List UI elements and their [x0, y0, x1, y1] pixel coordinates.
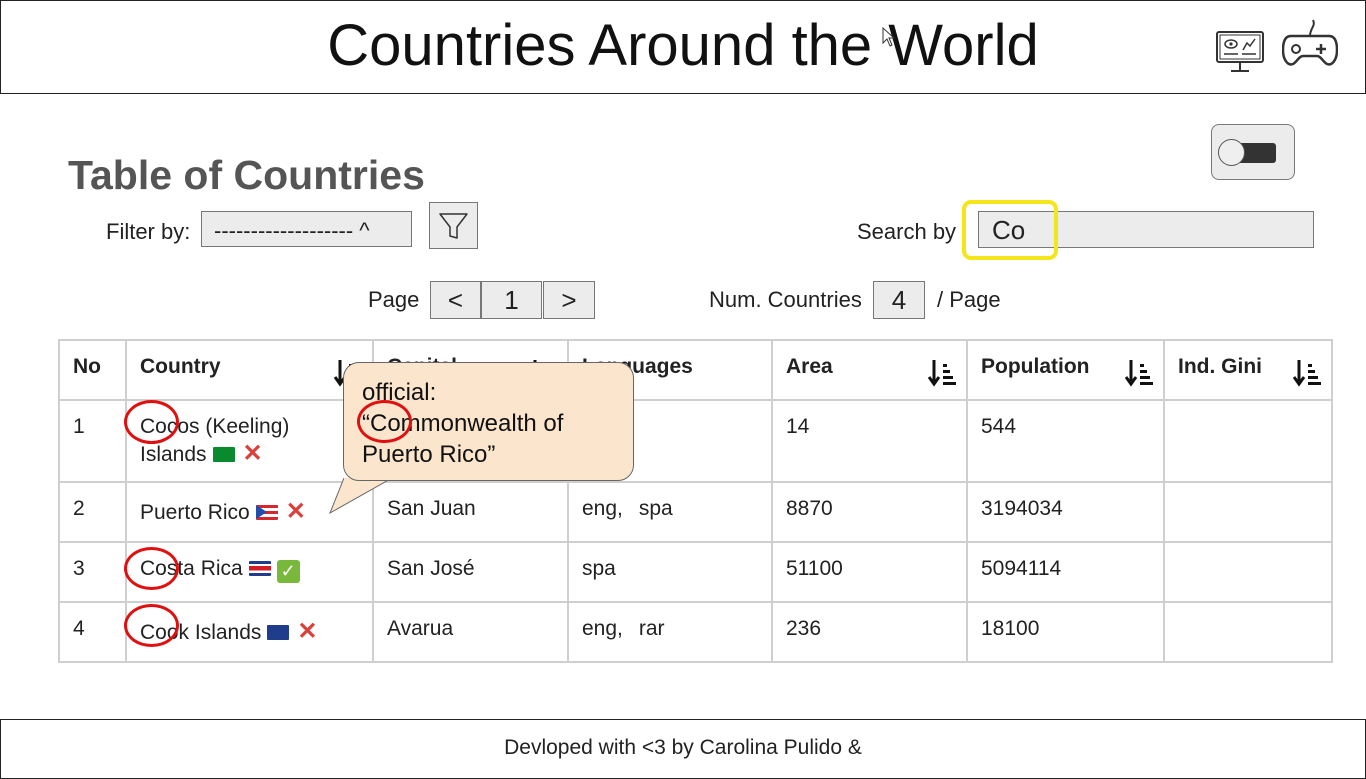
gamepad-icon[interactable] [1282, 18, 1338, 68]
header-label: No [73, 355, 101, 378]
page-label: Page [368, 287, 420, 312]
table-header-row: No Country Capital Languages Area Popula… [58, 339, 1333, 401]
flag-puerto-rico-icon [255, 505, 278, 520]
search-highlight-annotation [962, 200, 1058, 260]
filter-button[interactable] [429, 202, 478, 249]
flag-cook-islands-icon [267, 625, 290, 640]
cell-population: 18100 [966, 601, 1165, 663]
num-countries-input[interactable]: 4 [873, 281, 925, 319]
cell-area: 51100 [771, 541, 968, 603]
cell-languages: eng, spa [567, 481, 773, 543]
not-independent-icon: ✕ [285, 498, 306, 525]
flag-costa-rica-icon [248, 561, 271, 576]
sort-descending-icon[interactable] [928, 358, 956, 388]
independent-check-icon: ✓ [276, 560, 300, 583]
cell-gini [1163, 601, 1333, 663]
cell-capital: San Juan [372, 481, 569, 543]
header-label: Area [786, 355, 833, 378]
cell-area: 8870 [771, 481, 968, 543]
page-title: Countries Around the World [327, 13, 1039, 78]
sort-descending-icon[interactable] [1293, 358, 1321, 388]
filter-select[interactable]: ------------------- ^ [201, 211, 412, 247]
column-header-country: Country [125, 339, 374, 401]
filter-funnel-icon [439, 213, 468, 239]
cell-population: 544 [966, 399, 1165, 483]
toggle-knob [1218, 139, 1245, 166]
language-code: eng, [582, 617, 623, 640]
tooltip-tail [329, 478, 394, 515]
column-header-population: Population [966, 339, 1165, 401]
filter-label: Filter by: [106, 219, 191, 244]
page-footer: Devloped with <3 by Carolina Pulido & [0, 719, 1366, 779]
search-input[interactable]: Co [978, 211, 1314, 248]
header-label: Country [140, 355, 221, 378]
cell-capital: San José [372, 541, 569, 603]
language-code: spa [582, 557, 616, 580]
language-code: spa [638, 497, 673, 520]
language-code: rar [638, 617, 665, 640]
table-row[interactable]: 3 Costa Rica ✓ San José spa 51100 5094114 [58, 541, 1333, 603]
cell-languages: eng, rar [567, 601, 773, 663]
num-countries-label: Num. Countries [709, 287, 862, 312]
cell-gini [1163, 481, 1333, 543]
match-highlight-circle [124, 547, 179, 590]
table-row[interactable]: 1 Cocos (Keeling) Islands ✕ 14 544 [58, 399, 1333, 483]
cell-area: 236 [771, 601, 968, 663]
match-highlight-circle [124, 604, 179, 647]
table-row[interactable]: 4 Cook Islands ✕ Avarua eng, rar 236 18100 [58, 601, 1333, 663]
column-header-area: Area [771, 339, 968, 401]
cell-languages: spa [567, 541, 773, 603]
theme-toggle-switch[interactable] [1211, 124, 1295, 180]
match-highlight-circle [357, 400, 412, 443]
per-page-label: / Page [937, 287, 1001, 312]
match-highlight-circle [124, 400, 179, 444]
cell-gini [1163, 399, 1333, 483]
cell-gini [1163, 541, 1333, 603]
cell-area: 14 [771, 399, 968, 483]
search-label: Search by [857, 219, 957, 244]
flag-cocos-islands-icon [212, 447, 235, 462]
tooltip-line: Puerto Rico” [362, 441, 496, 468]
section-title: Table of Countries [68, 152, 425, 198]
page-number-input[interactable]: 1 [481, 281, 542, 319]
not-independent-icon: ✕ [242, 440, 263, 467]
language-code: eng, [582, 497, 623, 520]
cell-no: 1 [58, 399, 127, 483]
cell-no: 3 [58, 541, 127, 603]
cell-no: 2 [58, 481, 127, 543]
table-row[interactable]: 2 Puerto Rico ✕ San Juan eng, spa 8870 319… [58, 481, 1333, 543]
cell-population: 5094114 [966, 541, 1165, 603]
footer-credit: Devloped with <3 by Carolina Pulido & [504, 736, 862, 759]
not-independent-icon: ✕ [297, 618, 318, 645]
cell-no: 4 [58, 601, 127, 663]
countries-table: No Country Capital Languages Area Popula… [58, 339, 1333, 663]
mouse-cursor-icon [882, 27, 896, 47]
country-name: Puerto Rico [140, 501, 250, 524]
prev-page-button[interactable]: < [430, 281, 481, 319]
sort-descending-icon[interactable] [1125, 358, 1153, 388]
cell-population: 3194034 [966, 481, 1165, 543]
column-header-no: No [58, 339, 127, 401]
column-header-gini: Ind. Gini [1163, 339, 1333, 401]
header-label: Population [981, 355, 1090, 378]
header-label: Ind. Gini [1178, 355, 1262, 378]
monitor-dashboard-icon[interactable] [1214, 30, 1266, 74]
cell-capital: Avarua [372, 601, 569, 663]
next-page-button[interactable]: > [543, 281, 595, 319]
page-header [0, 0, 1366, 94]
